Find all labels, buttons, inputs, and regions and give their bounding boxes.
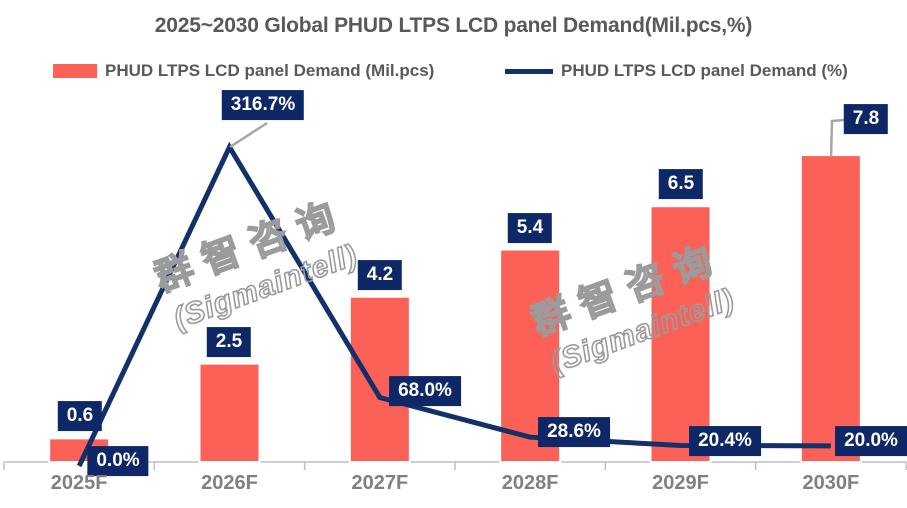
bar-2026F [198, 362, 261, 463]
x-axis-label-2029F: 2029F [652, 472, 709, 494]
bar-value-label-2030F: 7.8 [843, 104, 889, 134]
x-axis-label-2025F: 2025F [50, 472, 108, 494]
x-axis-label-2026F: 2026F [201, 472, 258, 494]
legend-bar-label: PHUD LTPS LCD panel Demand (Mil.pcs) [105, 61, 435, 80]
legend-item-bar: PHUD LTPS LCD panel Demand (Mil.pcs) [53, 61, 434, 81]
demand-percent-line [76, 141, 831, 468]
bar-value-label-2027F: 4.2 [357, 260, 403, 290]
bar-label-leader [829, 118, 845, 158]
bar-value-label-2029F: 6.5 [658, 169, 704, 199]
pct-value-label-2028F: 28.6% [538, 417, 610, 447]
pct-value-label-2025F: 0.0% [87, 446, 149, 476]
pct-value-label-2026F: 316.7% [221, 90, 305, 120]
pct-value-label-2029F: 20.4% [689, 426, 761, 456]
line-series-swatch [505, 68, 553, 74]
legend-item-line: PHUD LTPS LCD panel Demand (%) [505, 61, 848, 81]
bar-2030F [799, 154, 862, 463]
peak-label-leader [229, 121, 268, 149]
bar-value-label-2026F: 2.5 [206, 327, 252, 357]
x-axis-label-2028F: 2028F [501, 472, 559, 494]
pct-value-label-2030F: 20.0% [835, 426, 907, 456]
chart-title: 2025~2030 Global PHUD LTPS LCD panel Dem… [154, 14, 753, 37]
bar-value-label-2025F: 0.6 [57, 401, 103, 431]
pct-value-label-2027F: 68.0% [389, 376, 461, 406]
x-axis-label-2027F: 2027F [351, 472, 409, 494]
x-axis-label-2030F: 2030F [802, 472, 860, 494]
bar-series-swatch [53, 64, 97, 78]
legend-line-label: PHUD LTPS LCD panel Demand (%) [561, 61, 848, 80]
bar-2029F [649, 205, 712, 463]
bar-value-label-2028F: 5.4 [507, 213, 553, 243]
